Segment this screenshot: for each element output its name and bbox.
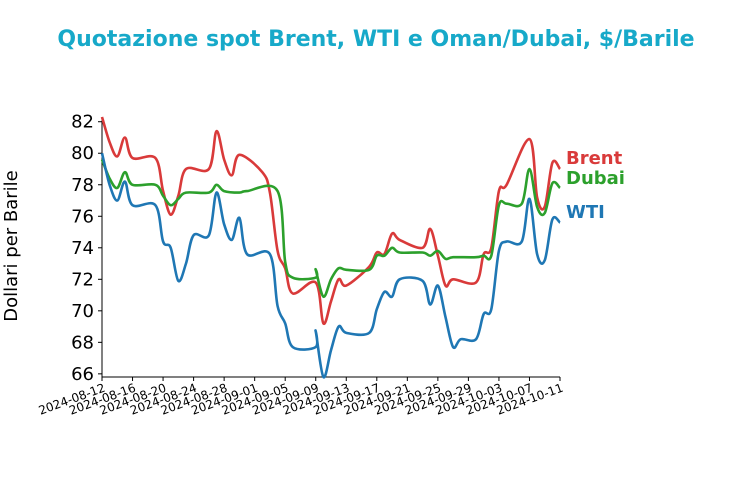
series-line-wti [100,152,561,379]
y-tick-label: 66 [71,364,94,385]
y-tick-label: 68 [71,332,94,353]
y-axis-label: Dollari per Barile [1,170,22,322]
y-tick-label: 74 [71,238,94,259]
y-tick-label: 70 [71,301,94,322]
series-label-brent: Brent [566,148,623,169]
series-line-dubai [100,159,561,298]
y-tick-label: 76 [71,206,94,227]
chart-title: Quotazione spot Brent, WTI e Oman/Dubai,… [57,27,694,52]
y-tick-label: 78 [71,175,94,196]
y-tick-label: 82 [71,112,94,133]
series-line-brent [100,116,562,325]
axes: 6668707274767880822024-08-122024-08-1620… [37,112,565,418]
series-lines [100,116,562,379]
y-tick-label: 80 [71,143,94,164]
series-label-dubai: Dubai [566,168,625,189]
series-label-wti: WTI [566,202,605,223]
y-tick-label: 72 [71,269,94,290]
